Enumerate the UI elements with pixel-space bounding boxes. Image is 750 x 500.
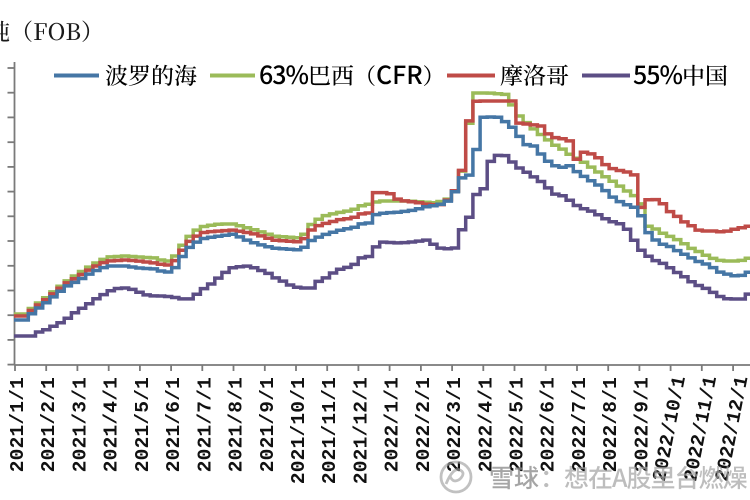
svg-text:2022/1/1: 2022/1/1: [382, 377, 404, 472]
svg-text:2021/1/1: 2021/1/1: [7, 377, 29, 472]
svg-text:2022/8/1: 2022/8/1: [600, 377, 622, 472]
svg-text:2021/3/1: 2021/3/1: [69, 377, 91, 472]
svg-text:2021/5/1: 2021/5/1: [132, 377, 154, 472]
svg-text:2021/9/1: 2021/9/1: [257, 377, 279, 472]
svg-text:2022/7/1: 2022/7/1: [569, 377, 591, 472]
svg-text:2022/2/1: 2022/2/1: [413, 377, 435, 472]
svg-text:2022/4/1: 2022/4/1: [475, 377, 497, 472]
svg-text:2022/3/1: 2022/3/1: [444, 377, 466, 472]
svg-text:2021/11/1: 2021/11/1: [319, 377, 341, 484]
svg-text:2021/12/1: 2021/12/1: [350, 377, 372, 484]
svg-text:2021/4/1: 2021/4/1: [101, 377, 123, 472]
svg-text:2022/9/1: 2022/9/1: [631, 377, 653, 472]
svg-text:2022/6/1: 2022/6/1: [538, 377, 560, 472]
svg-text:2021/10/1: 2021/10/1: [288, 377, 310, 484]
svg-text:2021/8/1: 2021/8/1: [226, 377, 248, 472]
svg-text:2021/2/1: 2021/2/1: [38, 377, 60, 472]
svg-text:2022/5/1: 2022/5/1: [507, 377, 529, 472]
svg-text:2021/7/1: 2021/7/1: [194, 377, 216, 472]
svg-text:2021/6/1: 2021/6/1: [163, 377, 185, 472]
